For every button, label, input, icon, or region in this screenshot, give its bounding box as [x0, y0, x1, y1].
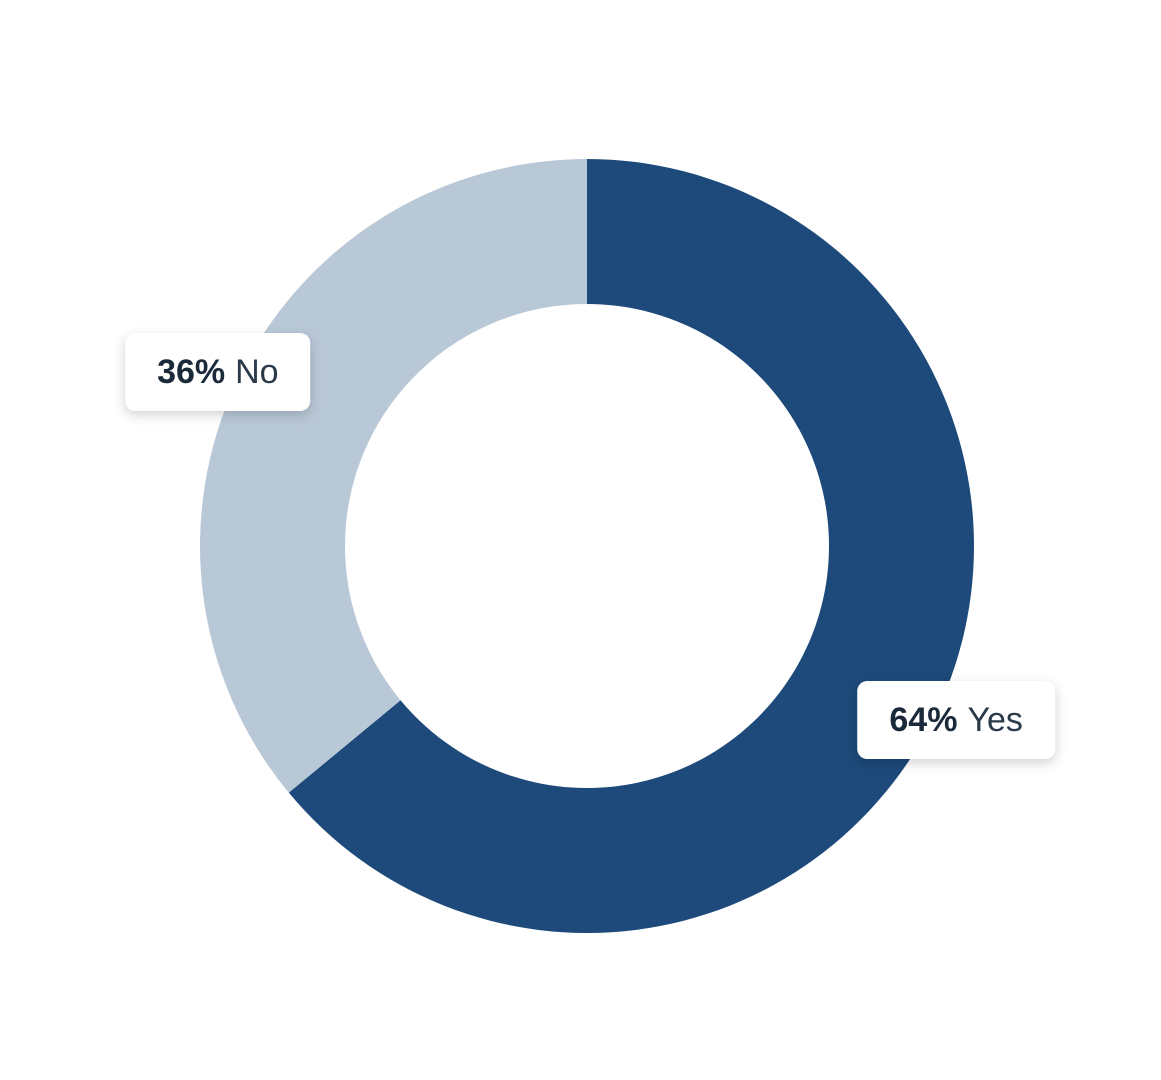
category-label: No [235, 353, 279, 392]
donut-segment [199, 158, 588, 793]
percent-label: 64% [889, 700, 958, 739]
data-label: 64% Yes [857, 680, 1055, 759]
percent-label: 36% [157, 353, 226, 392]
donut-segment [288, 159, 974, 933]
category-label: Yes [967, 700, 1023, 739]
data-label: 36% No [125, 333, 311, 412]
